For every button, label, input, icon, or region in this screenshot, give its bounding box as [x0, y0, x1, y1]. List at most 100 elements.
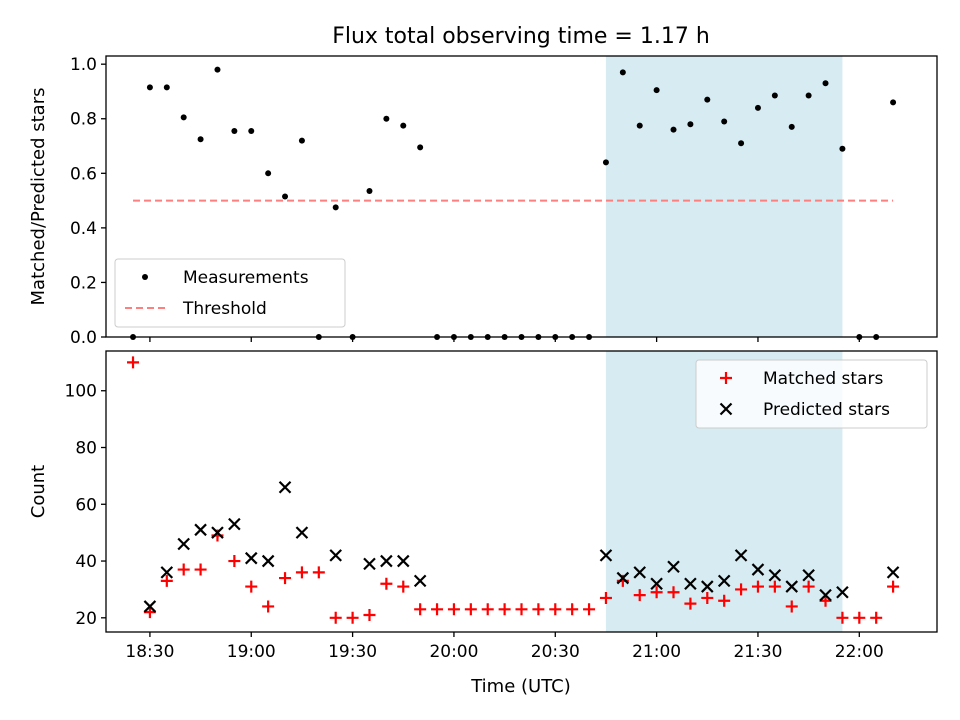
axes-frame — [105, 55, 938, 338]
matched-star-point — [481, 603, 494, 616]
predicted-star-point — [143, 600, 157, 613]
x-tick-label: 18:30 — [125, 642, 174, 662]
matched-star-point — [768, 580, 781, 593]
shaded-observing-window — [605, 56, 843, 337]
matched-star-point — [177, 563, 190, 576]
predicted-star-point — [886, 566, 900, 579]
predicted-star-point — [177, 537, 190, 551]
measurement-point — [417, 144, 424, 151]
matched-star-point — [515, 603, 528, 616]
predicted-star-point — [329, 549, 342, 562]
x-tick-label: 22:00 — [835, 642, 884, 662]
predicted-star-point — [194, 523, 207, 537]
predicted-star-point — [228, 517, 241, 531]
predicted-star-point — [819, 588, 832, 602]
matched-star-point — [785, 600, 798, 613]
predicted-star-point — [717, 574, 731, 588]
chart-title: Flux total observing time = 1.17 h — [332, 24, 710, 49]
measurement-point — [822, 80, 829, 87]
measurement-point — [619, 69, 626, 76]
x-tick-label: 21:30 — [733, 642, 782, 662]
matched-star-point — [464, 603, 477, 616]
measurement-point — [366, 188, 373, 195]
matched-star-point — [380, 577, 393, 590]
matched-star-point — [279, 572, 292, 585]
legend-label: Predicted stars — [763, 400, 890, 420]
y-tick-label: 0.8 — [70, 110, 97, 130]
matched-star-point — [735, 583, 748, 596]
x-axis-label: Time (UTC) — [470, 676, 571, 697]
matched-star-point — [836, 611, 849, 624]
legend-box — [695, 359, 928, 429]
legend-label: Threshold — [182, 299, 267, 319]
plot-area — [127, 356, 900, 624]
matched-star-point — [853, 611, 866, 624]
legend-box — [114, 258, 346, 328]
matched-star-point — [127, 356, 140, 369]
measurement-point — [670, 126, 677, 133]
predicted-star-point — [599, 549, 613, 562]
matched-star-point — [667, 586, 680, 599]
matched-star-point — [599, 591, 612, 604]
y-axis-label: Matched/Predicted stars — [28, 88, 49, 306]
predicted-star-point — [261, 554, 275, 568]
predicted-star-point — [701, 580, 714, 593]
measurement-point — [653, 87, 660, 94]
measurement-point — [788, 123, 795, 130]
predicted-star-point — [633, 566, 647, 579]
measurement-point — [265, 170, 272, 177]
matched-star-point — [701, 591, 714, 604]
y-axis-label: Count — [28, 465, 49, 518]
legend-label: Matched stars — [763, 369, 883, 389]
measurement-point — [248, 128, 255, 135]
matched-star-point — [447, 603, 460, 616]
legend: Matched stars Predicted stars — [695, 359, 928, 429]
measurement-point — [602, 159, 609, 166]
predicted-star-point — [396, 554, 410, 568]
matched-star-point — [802, 580, 815, 593]
matched-star-point — [684, 597, 697, 610]
x-tick-label: 19:00 — [227, 642, 276, 662]
matched-star-point — [751, 580, 764, 593]
predicted-star-point — [836, 585, 849, 599]
measurement-point — [400, 122, 407, 129]
matched-star-point — [194, 563, 207, 576]
x-tick-label: 19:30 — [328, 642, 377, 662]
bottom-panel-counts: 20 40 60 80 100 18:30 19:00 19:30 20:00 20:30 21:0… — [28, 350, 938, 662]
measurement-point — [214, 66, 221, 73]
measurement-point — [704, 96, 711, 103]
measurement-point — [146, 84, 153, 91]
legend-marker-predicted — [719, 402, 733, 416]
y-tick-label: 40 — [75, 552, 97, 572]
y-tick-label: 60 — [75, 495, 97, 515]
matched-star-point — [650, 586, 663, 599]
matched-star-point — [397, 580, 410, 593]
x-tick-label: 20:30 — [531, 642, 580, 662]
y-tick-label: 0.4 — [70, 219, 97, 239]
matched-star-point — [633, 589, 646, 602]
measurement-point — [332, 204, 339, 211]
y-tick-label: 80 — [75, 439, 97, 459]
matched-star-point — [346, 611, 359, 624]
matched-star-point — [245, 580, 258, 593]
x-tick-label: 21:00 — [632, 642, 681, 662]
y-tick-label: 20 — [75, 609, 97, 629]
legend-marker-matched — [720, 372, 732, 384]
measurement-point — [738, 140, 745, 147]
matched-star-point — [718, 594, 731, 607]
predicted-star-point — [211, 526, 224, 539]
matched-star-point — [819, 594, 832, 607]
predicted-star-point — [295, 526, 309, 539]
y-tick-label: 0.0 — [70, 328, 97, 348]
matched-star-point — [498, 603, 511, 616]
matched-star-point — [870, 611, 883, 624]
measurement-point — [771, 92, 778, 99]
top-panel-ratio: 0.0 0.2 0.4 0.6 0.8 1.0 Matched/Predicted star… — [28, 55, 938, 348]
measurement-point — [197, 136, 204, 143]
legend-marker-measurements — [142, 274, 148, 280]
predicted-star-point — [734, 549, 748, 562]
predicted-star-point — [785, 580, 799, 593]
predicted-star-point — [751, 563, 765, 576]
predicted-star-point — [380, 554, 393, 568]
